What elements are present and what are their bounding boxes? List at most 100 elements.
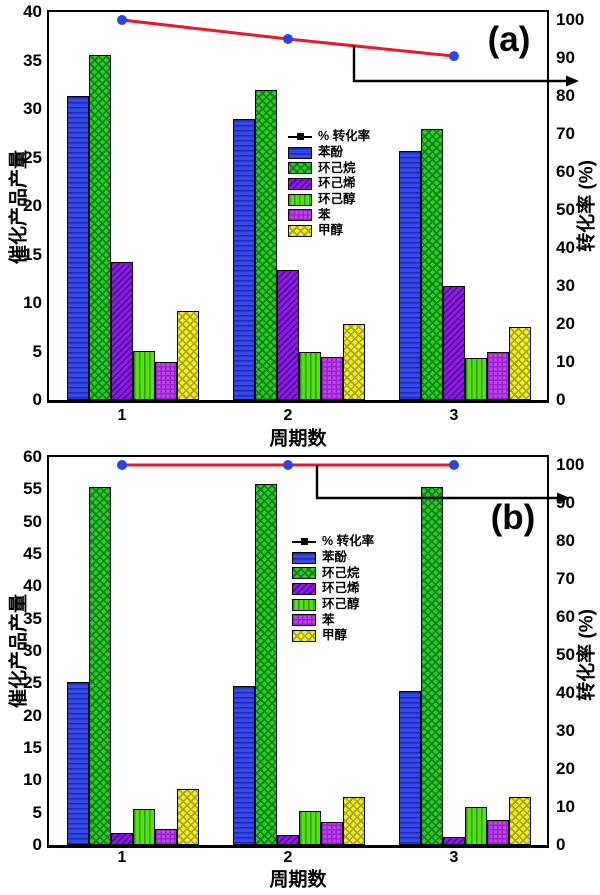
ytick-right-b-60: 60: [556, 607, 575, 626]
ytick-left-b-0: 0: [32, 835, 42, 854]
bar-benzene-group3-b: [487, 819, 509, 845]
legend-swatch-cyclohexane-icon: [292, 567, 316, 580]
legend-line-square-marker: [296, 133, 304, 141]
legend-label-conversion-a: % 转化率: [318, 129, 371, 144]
bar-cyclohexene-group1-b: [111, 833, 133, 845]
bar-cyclohexene-group3-b: [443, 836, 465, 845]
bar-phenol-group3-b: [399, 691, 421, 845]
legend-swatch-benzene-icon: [292, 614, 316, 627]
ytick-left-b-15: 15: [23, 738, 42, 757]
legend-label-conversion-b: % 转化率: [322, 534, 375, 549]
bar-benzene-group1-b: [155, 829, 177, 845]
ytick-right-a-80: 80: [556, 86, 575, 105]
legend-swatch-cyclohexanol-icon: [292, 598, 316, 611]
ytick-left-a-30: 30: [23, 99, 42, 118]
bar-cyclohexanol-group2-a: [299, 352, 321, 400]
legend-row-benzene-a: 苯: [288, 207, 370, 223]
xtick-a-1: 1: [117, 407, 127, 424]
legend-row-methanol-b: 甲醇: [292, 628, 374, 644]
ytick-left-b-20: 20: [23, 705, 42, 725]
y-axis-right-title-b: 转化率 (%): [576, 609, 598, 701]
ytick-left-a-10: 10: [23, 293, 42, 312]
panel-a: 0 5 10 15 20 25 30 35 40 0 10 20 30 40 50 60 70 80 90 100 1 2…: [8, 2, 598, 450]
panel-b: 0 5 10 15 20 25 30 35 40 45 50 55 60 0 10 20 30 40 50 60 70 8…: [0, 447, 600, 895]
legend-label-methanol-a: 甲醇: [318, 223, 344, 238]
ytick-left-a-35: 35: [23, 50, 42, 70]
legend-swatch-benzene-icon: [288, 209, 312, 222]
ytick-left-b-60: 60: [23, 447, 42, 466]
bar-phenol-group2-a: [233, 118, 255, 400]
y-axis-left-title-b: 催化产品产量: [8, 593, 30, 709]
legend-swatch-phenol-icon: [292, 551, 316, 564]
bar-cyclohexene-group2-b: [277, 835, 299, 845]
ytick-right-a-40: 40: [556, 238, 575, 257]
legend-label-benzene-a: 苯: [318, 207, 331, 222]
legend-label-cyclohexane-b: 环己烷: [322, 565, 360, 580]
ytick-right-b-20: 20: [556, 759, 575, 778]
ytick-right-b-50: 50: [556, 645, 575, 664]
bar-cyclohexanol-group3-b: [465, 806, 487, 845]
ytick-right-a-10: 10: [556, 352, 575, 371]
ytick-right-a-30: 30: [556, 276, 575, 295]
ytick-left-a-5: 5: [32, 341, 42, 361]
ytick-right-a-90: 90: [556, 48, 575, 67]
ytick-right-a-100: 100: [556, 10, 585, 29]
legend-swatch-phenol-icon: [288, 146, 312, 159]
conversion-line-sample-icon: [292, 536, 316, 548]
bar-benzene-group1-a: [155, 362, 177, 400]
bar-cyclohexene-group1-a: [111, 262, 133, 400]
legend-label-cyclohexane-a: 环己烷: [318, 160, 356, 175]
legend-b: % 转化率 苯酚 环己烷 环己烯 环己醇苯甲醇: [292, 534, 374, 644]
bar-methanol-group2-a: [343, 324, 365, 400]
ytick-right-b-100: 100: [556, 455, 585, 474]
xtick-b-1: 1: [117, 849, 127, 866]
bar-benzene-group2-b: [321, 822, 343, 845]
ytick-right-a-60: 60: [556, 162, 575, 181]
legend-a: % 转化率 苯酚 环己烷 环己烯 环己醇苯甲醇: [288, 129, 370, 239]
bar-benzene-group2-a: [321, 357, 343, 400]
ytick-right-b-10: 10: [556, 797, 575, 816]
bar-cyclohexane-group3-b: [421, 486, 443, 845]
legend-row-cyclohexane-b: 环己烷: [292, 565, 374, 581]
xtick-a-2: 2: [283, 407, 293, 424]
x-axis-title-b: 周期数: [269, 869, 327, 891]
bar-cyclohexene-group2-a: [277, 270, 299, 400]
legend-label-cyclohexene-a: 环己烯: [318, 176, 356, 191]
bar-methanol-group3-a: [509, 327, 531, 400]
ytick-left-a-25: 25: [23, 147, 42, 167]
legend-row-cyclohexene-a: 环己烯: [288, 176, 370, 192]
bar-cyclohexanol-group1-b: [133, 809, 155, 845]
bar-cyclohexane-group2-b: [255, 484, 277, 845]
ytick-left-a-15: 15: [23, 244, 42, 264]
ytick-right-b-30: 30: [556, 721, 575, 740]
legend-row-conversion-b: % 转化率: [292, 534, 374, 550]
bar-cyclohexane-group3-a: [421, 129, 443, 400]
legend-swatch-cyclohexene-icon: [288, 177, 312, 190]
ytick-left-b-50: 50: [23, 511, 42, 531]
y-axis-left-title-a: 催化产品产量: [8, 149, 30, 265]
right-axis-arrowhead-icon-a: [566, 75, 579, 87]
bar-methanol-group1-a: [177, 310, 199, 400]
xtick-b-3: 3: [449, 849, 459, 866]
ytick-left-b-35: 35: [23, 608, 42, 628]
ytick-left-a-0: 0: [32, 390, 42, 409]
y-axis-right-title-a: 转化率 (%): [576, 160, 598, 252]
ytick-left-a-20: 20: [23, 196, 42, 215]
ytick-right-b-90: 90: [556, 493, 575, 512]
legend-label-phenol-a: 苯酚: [318, 145, 344, 160]
bar-phenol-group1-b: [67, 682, 89, 845]
plot-frame-b: [46, 454, 549, 848]
ytick-left-b-30: 30: [23, 641, 42, 660]
bar-cyclohexane-group1-a: [89, 54, 111, 400]
ytick-left-b-25: 25: [23, 673, 42, 693]
legend-row-cyclohexene-b: 环己烯: [292, 581, 374, 597]
panel-label-a: (a): [487, 20, 531, 59]
panel-label-b: (b): [490, 498, 536, 537]
xtick-a-3: 3: [449, 407, 459, 424]
legend-row-methanol-a: 甲醇: [288, 223, 370, 239]
bar-cyclohexane-group1-b: [89, 486, 111, 845]
legend-label-cyclohexanol-b: 环己醇: [322, 597, 360, 612]
ytick-left-a-40: 40: [23, 2, 42, 21]
legend-swatch-methanol-icon: [292, 629, 316, 642]
